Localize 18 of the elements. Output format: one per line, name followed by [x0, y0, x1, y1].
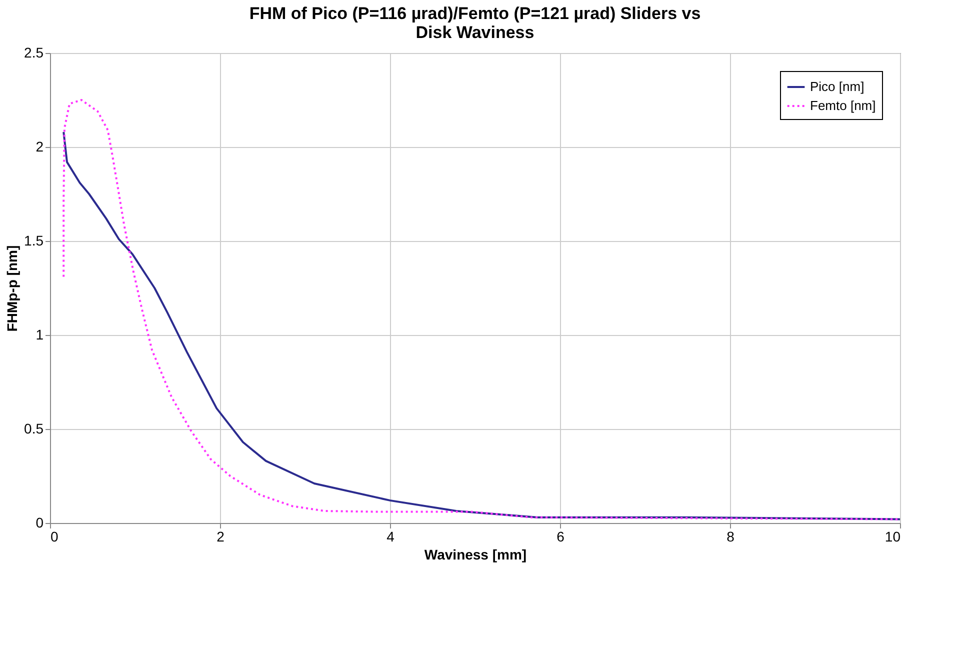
- text: Disk Waviness: [416, 23, 534, 42]
- x-tick-label: 0: [50, 528, 58, 544]
- text: FHM of Pico (P=116 µrad)/Femto (P=121 µrad) Sliders vs: [249, 4, 701, 23]
- x-tick-label: 4: [386, 528, 395, 544]
- x-tick-label: 6: [556, 528, 565, 544]
- x-tick-label: 8: [726, 528, 735, 544]
- y-tick-label: 1: [36, 326, 44, 342]
- x-tick-label: 10: [884, 528, 901, 544]
- legend-label: Pico [nm]: [810, 79, 864, 94]
- y-tick-label: 2.5: [24, 44, 44, 60]
- legend-label: Femto [nm]: [810, 98, 876, 113]
- y-tick-label: 0: [36, 514, 44, 530]
- y-tick-label: 1.5: [24, 232, 44, 248]
- y-axis-title: FHMp-p [nm]: [4, 245, 20, 332]
- y-tick-label: 2: [36, 138, 44, 154]
- y-tick-label: 0.5: [24, 420, 44, 436]
- x-axis-title: Waviness [mm]: [424, 546, 527, 562]
- x-tick-label: 2: [216, 528, 225, 544]
